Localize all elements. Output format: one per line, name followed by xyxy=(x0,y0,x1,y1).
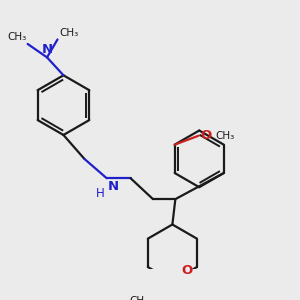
Text: CH₃: CH₃ xyxy=(59,28,78,38)
Text: N: N xyxy=(108,180,119,193)
Text: CH₃: CH₃ xyxy=(130,296,149,300)
Text: CH₃: CH₃ xyxy=(7,32,26,43)
Text: H: H xyxy=(95,187,104,200)
Text: N: N xyxy=(41,43,52,56)
Text: O: O xyxy=(200,129,211,142)
Text: O: O xyxy=(181,263,193,277)
Text: CH₃: CH₃ xyxy=(216,131,235,141)
